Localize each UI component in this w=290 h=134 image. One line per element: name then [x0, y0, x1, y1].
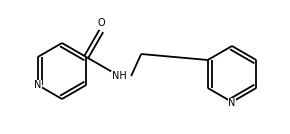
Text: N: N: [34, 80, 41, 90]
Text: NH: NH: [112, 71, 126, 81]
Text: N: N: [228, 98, 236, 108]
Text: O: O: [97, 18, 105, 28]
